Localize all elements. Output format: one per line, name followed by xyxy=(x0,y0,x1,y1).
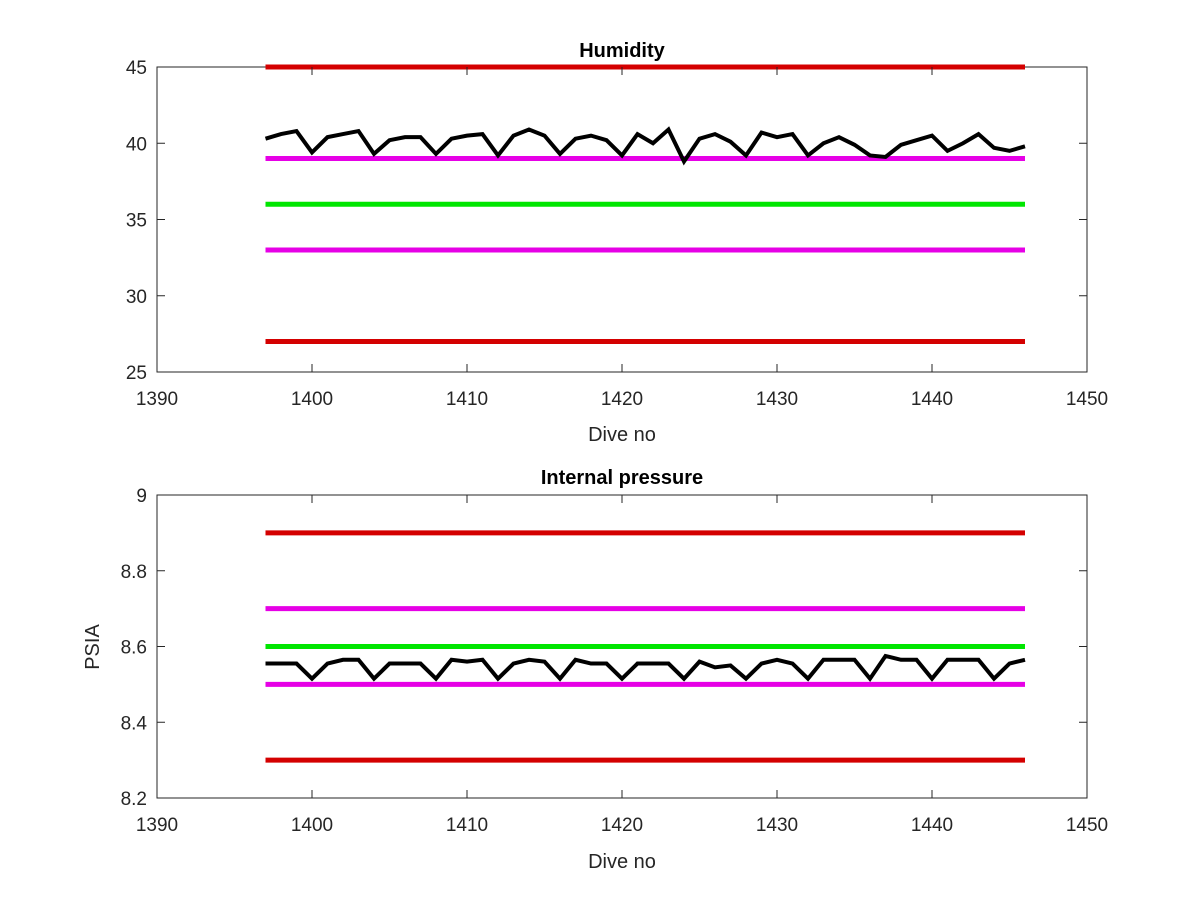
humidity-y-tick-label: 25 xyxy=(126,363,147,384)
humidity-axes-frame xyxy=(156,66,1088,373)
humidity-y-tick-label: 45 xyxy=(126,58,147,79)
pressure-y-axis-label: PSIA xyxy=(82,624,104,670)
humidity-x-tick-label: 1450 xyxy=(1066,389,1108,410)
humidity-y-tick-label: 35 xyxy=(126,211,147,232)
humidity-x-tick-label: 1440 xyxy=(911,389,953,410)
pressure-x-tick-label: 1390 xyxy=(136,815,178,836)
pressure-series-line xyxy=(265,653,1026,683)
humidity-threshold-lines xyxy=(265,64,1025,344)
pressure-x-ticks: 1390 1400 1410 1420 1430 1440 1450 xyxy=(136,495,1108,836)
humidity-y-tick-label: 30 xyxy=(126,287,147,308)
pressure-y-tick-label: 8.4 xyxy=(121,713,148,734)
humidity-y-tick-label: 40 xyxy=(126,134,147,155)
humidity-x-tick-label: 1410 xyxy=(446,389,488,410)
pressure-y-ticks: 8.2 8.4 8.6 8.8 9 xyxy=(121,486,1087,810)
humidity-x-tick-label: 1400 xyxy=(291,389,333,410)
pressure-y-tick-label: 8.2 xyxy=(121,789,147,810)
pressure-threshold-lines xyxy=(265,530,1025,763)
humidity-title: Humidity xyxy=(579,40,665,62)
pressure-x-tick-label: 1420 xyxy=(601,815,643,836)
pressure-y-tick-label: 8.8 xyxy=(121,562,147,583)
humidity-x-ticks: 1390 1400 1410 1420 1430 1440 1450 xyxy=(136,67,1108,410)
pressure-x-tick-label: 1450 xyxy=(1066,815,1108,836)
pressure-series xyxy=(265,653,1026,683)
humidity-x-tick-label: 1430 xyxy=(756,389,798,410)
internal-pressure-chart: 1390 1400 1410 1420 1430 1440 1450 8.28.48.68.… xyxy=(82,467,1108,873)
humidity-x-axis-label: Dive no xyxy=(588,424,656,446)
humidity-x-tick-label: 1390 xyxy=(136,389,178,410)
pressure-x-tick-label: 1410 xyxy=(446,815,488,836)
pressure-x-tick-label: 1400 xyxy=(291,815,333,836)
pressure-x-tick-label: 1430 xyxy=(756,815,798,836)
humidity-y-ticks: 25 30 35 40 45 xyxy=(126,58,1087,384)
humidity-series xyxy=(264,126,1026,166)
humidity-x-tick-label: 1420 xyxy=(601,389,643,410)
pressure-x-axis-label: Dive no xyxy=(588,851,656,873)
humidity-series-line xyxy=(264,126,1026,166)
pressure-x-tick-label: 1440 xyxy=(911,815,953,836)
humidity-chart: 1390 1400 1410 1420 1430 1440 1450 2530354045 … xyxy=(126,40,1108,446)
pressure-title: Internal pressure xyxy=(541,467,703,489)
pressure-y-tick-label: 8.6 xyxy=(121,638,147,659)
pressure-y-tick-label: 9 xyxy=(136,486,147,507)
